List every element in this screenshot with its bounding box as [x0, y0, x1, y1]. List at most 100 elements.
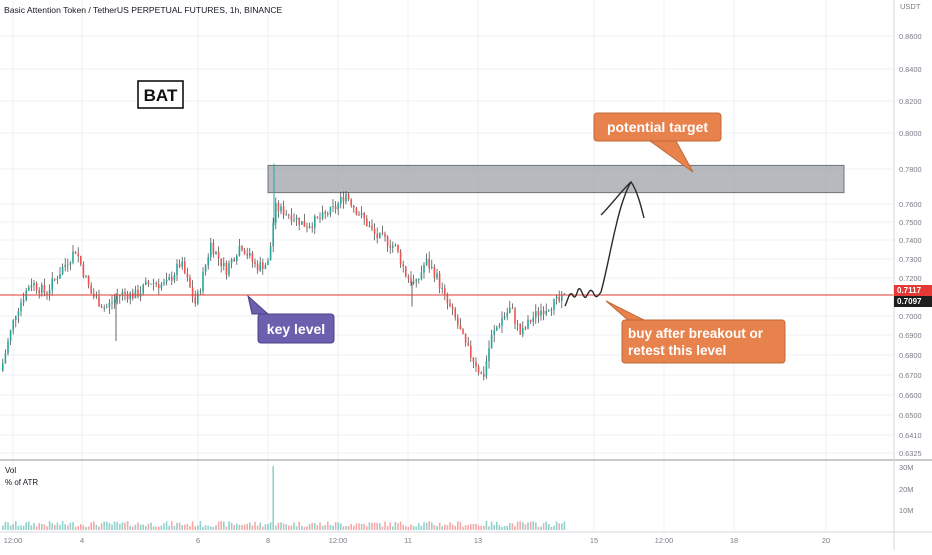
volume-bar: [243, 524, 246, 530]
candle-body: [277, 203, 280, 212]
candle-body: [498, 325, 501, 328]
volume-bar: [220, 521, 222, 530]
candle-body: [464, 333, 467, 343]
volume-bar: [490, 521, 493, 530]
candle-body: [176, 263, 178, 276]
secondary-price-badge: [894, 296, 932, 307]
volume-bar: [527, 522, 529, 530]
volume-bar: [353, 525, 355, 530]
candle-body: [527, 319, 529, 329]
volume-bar: [163, 523, 165, 530]
candle-body: [51, 278, 53, 291]
volume-bar: [506, 525, 508, 530]
volume-bar: [519, 521, 521, 530]
volume-bar: [184, 524, 186, 530]
candle-body: [472, 357, 475, 362]
volume-bar: [225, 526, 228, 530]
volume-bar: [181, 524, 183, 530]
volume-bar: [197, 525, 199, 530]
volume-bar: [360, 523, 363, 530]
key-level-callout[interactable]: [257, 313, 335, 344]
candle-body: [319, 217, 321, 219]
candle-body: [306, 226, 308, 228]
candle-body: [220, 258, 222, 267]
time-tick-label: 20: [822, 536, 830, 545]
volume-bar: [72, 522, 74, 530]
candle-body: [405, 266, 407, 277]
candle-body: [451, 306, 454, 309]
candle-body: [82, 264, 85, 277]
candle-body: [64, 264, 66, 267]
candle-body: [558, 296, 560, 301]
volume-bar: [472, 524, 475, 530]
candle-body: [225, 262, 228, 275]
breakout-callout[interactable]: [621, 319, 786, 364]
volume-bar: [392, 526, 394, 530]
price-tick-label: 0.8600: [899, 32, 922, 41]
candle-body: [540, 310, 542, 316]
volume-bar: [423, 522, 425, 530]
candle-body: [506, 312, 508, 317]
candle-body: [285, 214, 287, 216]
candle-body: [433, 266, 436, 278]
candle-body: [2, 363, 4, 371]
volume-bar: [522, 522, 524, 530]
volume-bar: [33, 523, 35, 530]
volume-bar: [272, 466, 274, 530]
candle-body: [418, 279, 420, 280]
candle-body: [342, 196, 345, 202]
volume-bar: [451, 524, 454, 530]
volume-bar: [173, 526, 176, 530]
candle-body: [332, 206, 334, 207]
volume-tick-label: 30M: [899, 463, 913, 472]
candle-body: [410, 278, 412, 284]
volume-bar: [46, 526, 48, 530]
candle-body: [431, 266, 433, 268]
chart-title: Basic Attention Token / TetherUS PERPETU…: [4, 5, 283, 15]
candle-body: [160, 284, 163, 289]
candle-body: [20, 302, 22, 312]
candle-body: [545, 310, 547, 315]
volume-bar: [319, 522, 321, 530]
volume-bar: [446, 525, 449, 530]
candle-body: [407, 276, 410, 279]
candle-body: [340, 196, 342, 204]
volume-axis: 30M 20M 10M: [899, 463, 913, 515]
candle-body: [563, 293, 566, 295]
target-callout[interactable]: [593, 112, 722, 142]
candle-body: [98, 296, 100, 307]
volume-bar: [340, 523, 342, 530]
time-grid: [12, 0, 827, 532]
volume-bar: [511, 523, 514, 530]
volume-pane-label: Vol: [5, 466, 16, 475]
volume-bar: [332, 525, 334, 530]
symbol-box[interactable]: [137, 80, 184, 109]
key-level-callout-text: key level: [267, 321, 325, 337]
candle-body: [12, 320, 14, 331]
volume-bar: [379, 523, 381, 530]
candle-body: [366, 218, 368, 227]
volume-bar: [306, 526, 308, 530]
volume-bar: [431, 522, 433, 530]
target-callout-text: potential target: [607, 119, 708, 135]
candle-body: [415, 279, 417, 282]
candlestick-series: [2, 163, 566, 381]
candle-body: [158, 284, 160, 289]
resistance-zone[interactable]: [267, 164, 845, 194]
symbol-box-text: BAT: [144, 86, 178, 105]
price-tick-label: 0.7300: [899, 255, 922, 264]
candle-body: [555, 296, 558, 299]
time-tick-label: 4: [80, 536, 84, 545]
price-tick-label: 0.8400: [899, 65, 922, 74]
volume-bar: [550, 526, 553, 530]
candle-body: [290, 215, 293, 221]
volume-bar: [82, 525, 85, 530]
volume-bar: [282, 523, 285, 530]
candle-body: [103, 307, 105, 309]
candle-body: [56, 278, 59, 280]
time-tick-label: 12:00: [329, 536, 348, 545]
volume-bar: [295, 526, 298, 530]
candle-body: [223, 262, 225, 267]
volume-bar: [124, 522, 126, 530]
